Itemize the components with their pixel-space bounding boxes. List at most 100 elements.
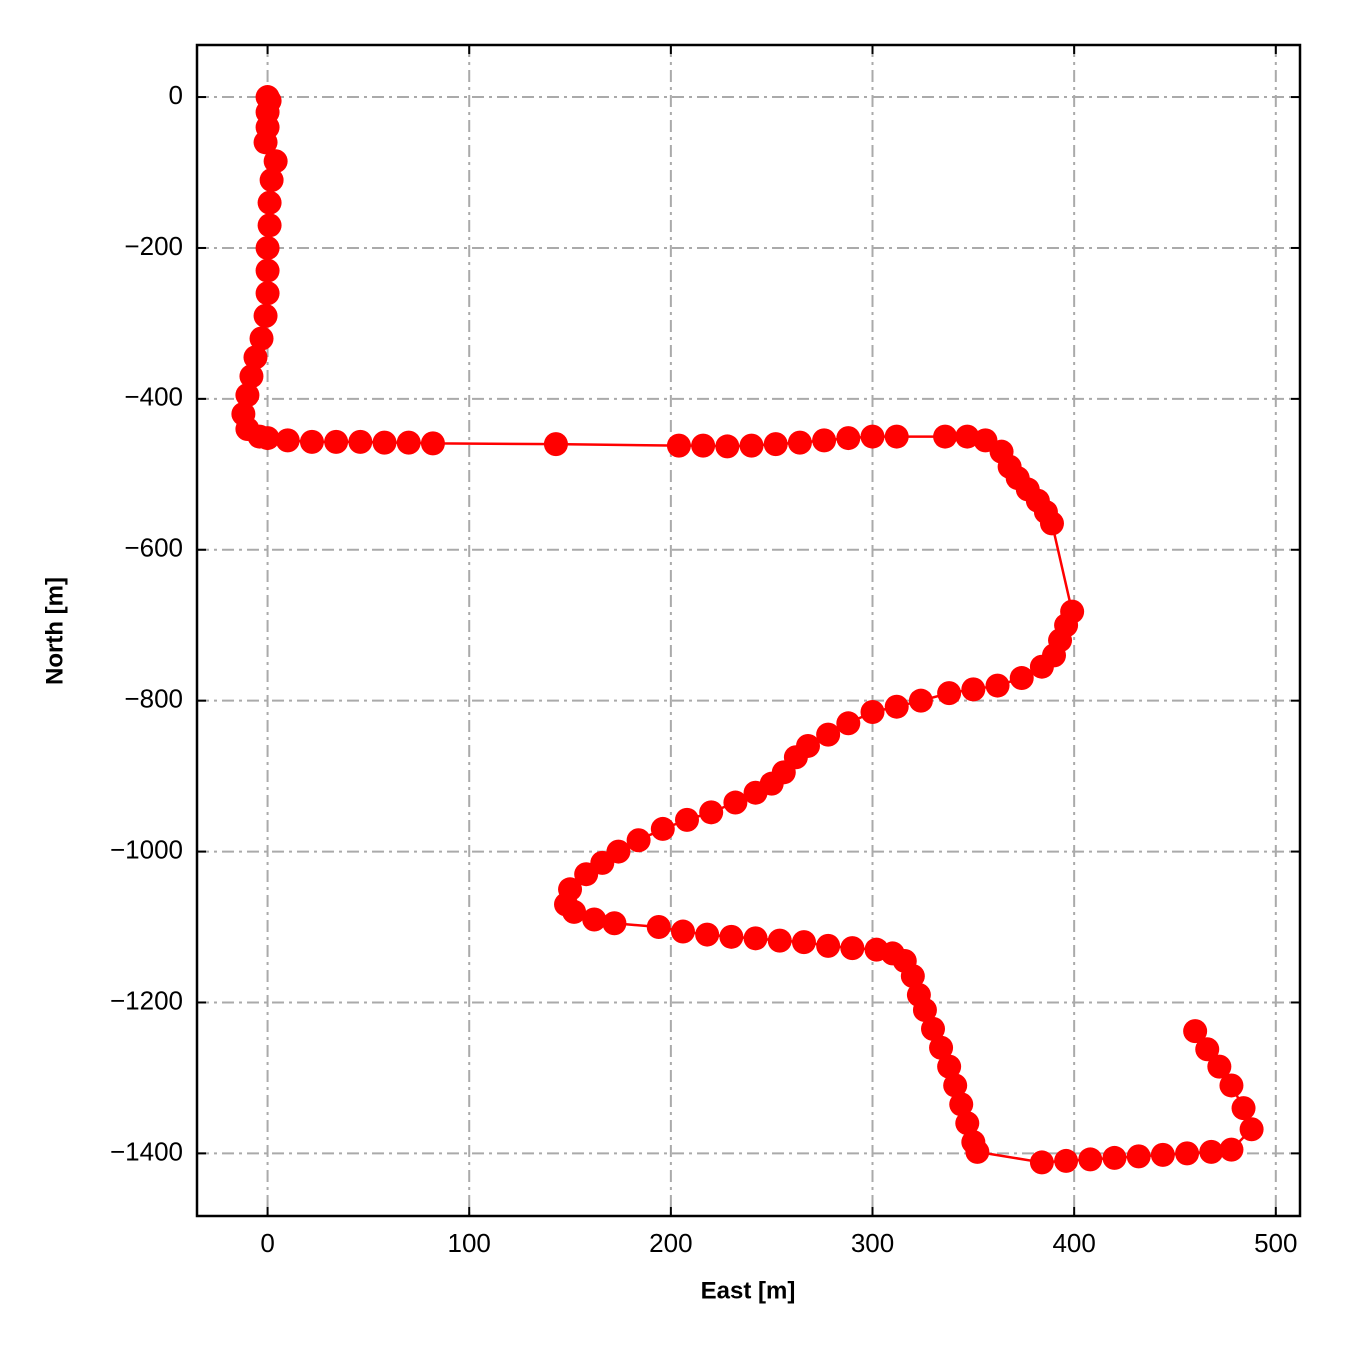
marker xyxy=(955,1111,980,1136)
marker xyxy=(348,429,373,454)
marker xyxy=(763,432,788,457)
marker xyxy=(255,235,280,260)
marker xyxy=(787,430,812,455)
marker xyxy=(900,964,925,989)
plot-frame xyxy=(195,43,1302,1218)
marker xyxy=(1029,1150,1054,1175)
marker xyxy=(1029,654,1054,679)
y-tick-label: 0 xyxy=(169,80,183,110)
marker xyxy=(715,434,740,459)
marker xyxy=(582,907,607,932)
marker xyxy=(1219,1073,1244,1098)
marker xyxy=(420,431,445,456)
x-tick-label: 100 xyxy=(448,1228,491,1258)
marker xyxy=(602,911,627,936)
marker xyxy=(912,998,937,1023)
marker xyxy=(666,433,691,458)
marker xyxy=(921,1016,946,1041)
marker xyxy=(816,722,841,747)
y-tick-label: −200 xyxy=(124,231,183,261)
marker xyxy=(840,936,865,961)
y-tick-label: −400 xyxy=(124,382,183,412)
marker xyxy=(836,426,861,451)
marker xyxy=(263,149,288,174)
y-tick-label: −1200 xyxy=(110,985,183,1015)
marker xyxy=(743,780,768,805)
marker xyxy=(1195,1037,1220,1062)
marker xyxy=(860,699,885,724)
marker xyxy=(255,258,280,283)
marker xyxy=(1039,511,1064,536)
marker xyxy=(275,428,300,453)
marker xyxy=(1126,1144,1151,1169)
marker xyxy=(695,922,720,947)
marker xyxy=(257,213,282,238)
marker xyxy=(1054,1148,1079,1173)
marker xyxy=(257,190,282,215)
marker xyxy=(1009,666,1034,691)
marker xyxy=(908,688,933,713)
marker xyxy=(965,1139,990,1164)
marker xyxy=(743,926,768,951)
marker xyxy=(933,424,958,449)
marker xyxy=(1207,1054,1232,1079)
marker xyxy=(255,281,280,306)
marker xyxy=(239,364,264,389)
marker xyxy=(961,677,986,702)
x-tick-label: 0 xyxy=(260,1228,274,1258)
y-tick-label: −800 xyxy=(124,684,183,714)
marker xyxy=(1175,1141,1200,1166)
marker xyxy=(955,424,980,449)
marker xyxy=(574,862,599,887)
marker xyxy=(1150,1142,1175,1167)
marker xyxy=(674,807,699,832)
marker xyxy=(253,303,278,328)
y-axis-label: North [m] xyxy=(41,577,68,685)
marker xyxy=(767,928,792,953)
marker xyxy=(259,168,284,193)
marker xyxy=(1078,1147,1103,1172)
marker xyxy=(699,800,724,825)
marker xyxy=(836,711,861,736)
y-tick-label: −1000 xyxy=(110,834,183,864)
marker xyxy=(812,428,837,453)
marker xyxy=(929,1035,954,1060)
marker xyxy=(543,432,568,457)
marker xyxy=(1239,1117,1264,1142)
marker xyxy=(791,930,816,955)
marker xyxy=(739,433,764,458)
marker xyxy=(691,433,716,458)
y-tick-label: −1400 xyxy=(110,1136,183,1166)
marker xyxy=(949,1092,974,1117)
marker xyxy=(626,828,651,853)
x-tick-label: 300 xyxy=(851,1228,894,1258)
marker xyxy=(1231,1096,1256,1121)
marker xyxy=(985,673,1010,698)
marker xyxy=(937,681,962,706)
x-tick-label: 500 xyxy=(1254,1228,1297,1258)
marker xyxy=(249,326,274,351)
marker xyxy=(253,130,278,155)
marker xyxy=(650,816,675,841)
marker xyxy=(1199,1139,1224,1164)
y-tick-label: −600 xyxy=(124,533,183,563)
marker xyxy=(372,430,397,455)
marker xyxy=(670,919,695,944)
marker xyxy=(299,429,324,454)
marker xyxy=(255,426,280,451)
marker xyxy=(1219,1137,1244,1162)
marker xyxy=(396,430,421,455)
x-tick-label: 200 xyxy=(649,1228,692,1258)
marker xyxy=(723,790,748,815)
marker xyxy=(943,1073,968,1098)
marker xyxy=(1183,1019,1208,1044)
marker xyxy=(860,424,885,449)
marker xyxy=(884,424,909,449)
x-tick-label: 400 xyxy=(1052,1228,1095,1258)
marker xyxy=(235,383,260,408)
marker xyxy=(816,933,841,958)
marker xyxy=(562,899,587,924)
marker xyxy=(646,915,671,940)
marker xyxy=(324,429,349,454)
